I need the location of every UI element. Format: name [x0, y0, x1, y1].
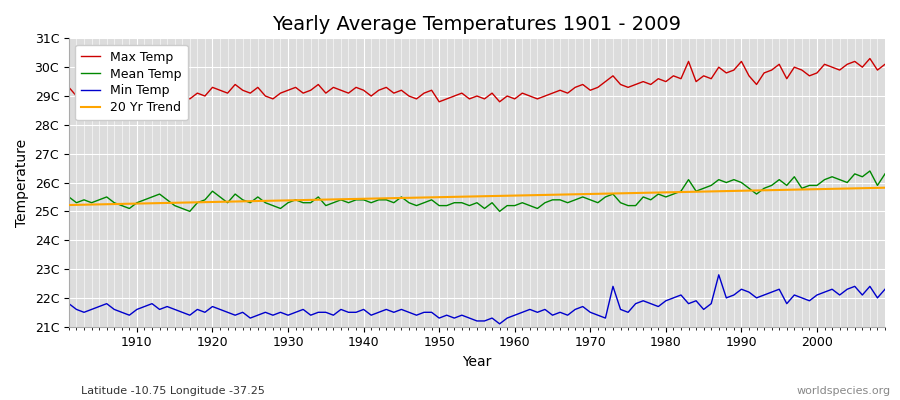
Min Temp [124, 313, 135, 318]
Line: Mean Temp: Mean Temp [69, 171, 885, 211]
Mean Temp [124, 206, 135, 211]
Text: Latitude -10.75 Longitude -37.25: Latitude -10.75 Longitude -37.25 [81, 386, 265, 396]
Mean Temp [865, 168, 876, 173]
Min Temp [879, 287, 890, 292]
Mean Temp [64, 194, 75, 199]
Max Temp [879, 62, 890, 67]
Max Temp [298, 91, 309, 96]
Mean Temp [608, 192, 618, 196]
Line: Min Temp: Min Temp [69, 275, 885, 324]
Y-axis label: Temperature: Temperature [15, 138, 29, 226]
Title: Yearly Average Temperatures 1901 - 2009: Yearly Average Temperatures 1901 - 2009 [273, 15, 681, 34]
Min Temp [608, 284, 618, 289]
Min Temp [336, 307, 346, 312]
Min Temp [714, 272, 724, 277]
Mean Temp [879, 172, 890, 176]
Max Temp [608, 74, 618, 78]
Max Temp [509, 96, 520, 101]
Legend: Max Temp, Mean Temp, Min Temp, 20 Yr Trend: Max Temp, Mean Temp, Min Temp, 20 Yr Tre… [76, 44, 188, 120]
Min Temp [509, 313, 520, 318]
Max Temp [147, 105, 158, 110]
Mean Temp [184, 209, 195, 214]
Max Temp [865, 56, 876, 61]
Mean Temp [298, 200, 309, 205]
Max Temp [517, 91, 527, 96]
Min Temp [494, 322, 505, 326]
X-axis label: Year: Year [463, 355, 491, 369]
Min Temp [517, 310, 527, 315]
Line: Max Temp: Max Temp [69, 58, 885, 108]
Max Temp [343, 91, 354, 96]
Mean Temp [517, 200, 527, 205]
Mean Temp [343, 200, 354, 205]
Min Temp [290, 310, 301, 315]
Max Temp [124, 102, 135, 107]
Max Temp [64, 85, 75, 90]
Min Temp [64, 301, 75, 306]
Mean Temp [509, 203, 520, 208]
Text: worldspecies.org: worldspecies.org [796, 386, 891, 396]
